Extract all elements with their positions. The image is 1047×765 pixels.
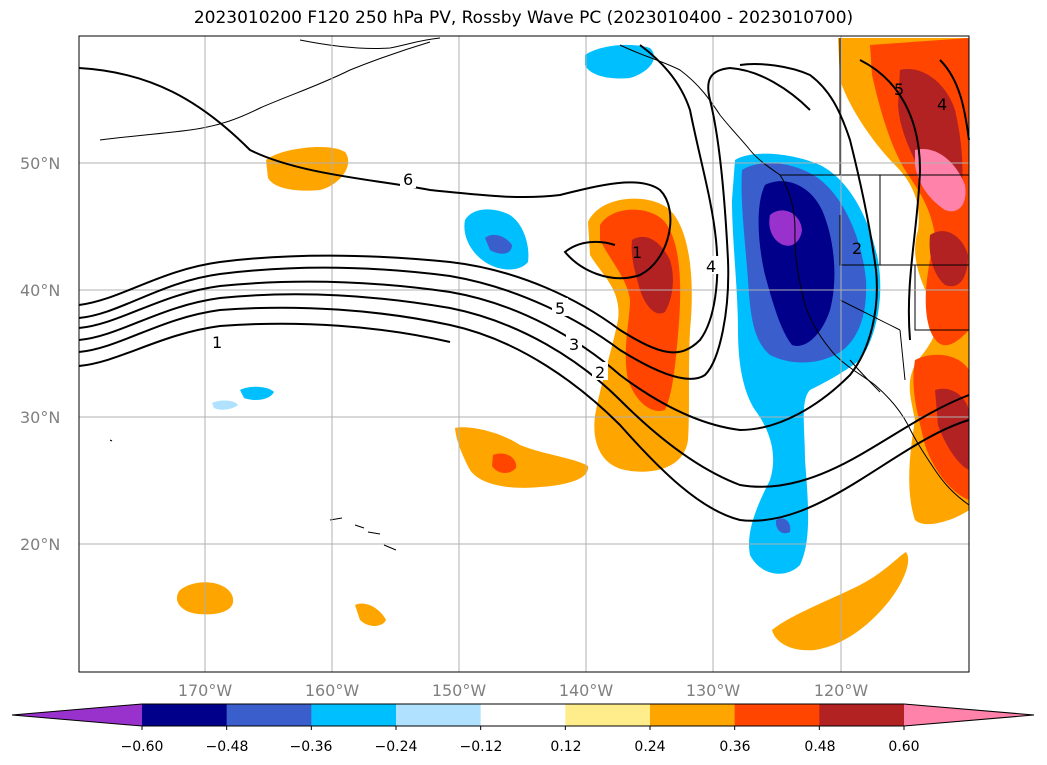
longitude-label: 130°W xyxy=(686,681,741,700)
latitude-label: 50°N xyxy=(20,154,60,173)
colorbar-segment xyxy=(480,704,566,726)
colorbar-tick-label: −0.24 xyxy=(375,739,418,755)
colorbar-tick-label: −0.36 xyxy=(290,739,333,755)
colorbar-segment xyxy=(311,704,397,726)
colorbar xyxy=(11,703,1035,730)
latitude-label: 40°N xyxy=(20,281,60,300)
colorbar-extend-min xyxy=(12,704,142,726)
map-title: 2023010200 F120 250 hPa PV, Rossby Wave … xyxy=(193,8,854,28)
latitude-axis: 50°N 40°N 30°N 20°N xyxy=(20,154,60,554)
colorbar-tick-label: −0.60 xyxy=(121,739,164,755)
contour-label: 6 xyxy=(403,170,413,189)
colorbar-tick-label: 0.12 xyxy=(550,739,581,755)
colorbar-segment xyxy=(819,704,905,726)
colorbar-tick-label: 0.60 xyxy=(888,739,919,755)
contour-label: 4 xyxy=(937,95,947,114)
colorbar-segment xyxy=(650,704,736,726)
contour-label: 3 xyxy=(569,335,579,354)
colorbar-tick-labels: −0.60 −0.48 −0.36 −0.24 −0.12 0.12 0.24 … xyxy=(121,739,920,755)
contour-label: 2 xyxy=(852,239,862,258)
contour-label: 5 xyxy=(555,299,565,318)
colorbar-segment xyxy=(565,704,651,726)
colorbar-tick-label: 0.36 xyxy=(719,739,750,755)
colorbar-segment xyxy=(396,704,482,726)
contour-label: 1 xyxy=(212,333,222,352)
colorbar-tick-label: −0.48 xyxy=(206,739,249,755)
longitude-label: 150°W xyxy=(432,681,487,700)
map-border xyxy=(78,35,970,673)
latitude-label: 30°N xyxy=(20,408,60,427)
pv-contours xyxy=(78,44,970,522)
graticule xyxy=(79,36,969,672)
contour-label: 5 xyxy=(894,80,904,99)
longitude-label: 160°W xyxy=(305,681,360,700)
longitude-axis: 170°W 160°W 150°W 140°W 130°W 120°W xyxy=(178,681,869,700)
contour-label: 4 xyxy=(706,257,716,276)
contour-label: 1 xyxy=(632,243,642,262)
longitude-label: 120°W xyxy=(814,681,869,700)
colorbar-segment xyxy=(226,704,312,726)
contour-label-group: 6 5 4 3 2 1 1 2 4 5 xyxy=(210,80,947,382)
contour-label: 2 xyxy=(595,363,605,382)
map-panel: 6 5 4 3 2 1 1 2 4 5 xyxy=(78,35,970,673)
colorbar-segment xyxy=(142,704,228,726)
colorbar-tick-label: 0.48 xyxy=(804,739,835,755)
positive-anomaly-fields xyxy=(176,38,969,651)
colorbar-extend-max xyxy=(904,704,1034,726)
longitude-label: 140°W xyxy=(559,681,614,700)
longitude-label: 170°W xyxy=(178,681,233,700)
latitude-label: 20°N xyxy=(20,535,60,554)
negative-anomaly-fields xyxy=(212,44,881,574)
colorbar-tick-label: 0.24 xyxy=(634,739,665,755)
colorbar-segment xyxy=(734,704,820,726)
colorbar-tick-label: −0.12 xyxy=(460,739,503,755)
